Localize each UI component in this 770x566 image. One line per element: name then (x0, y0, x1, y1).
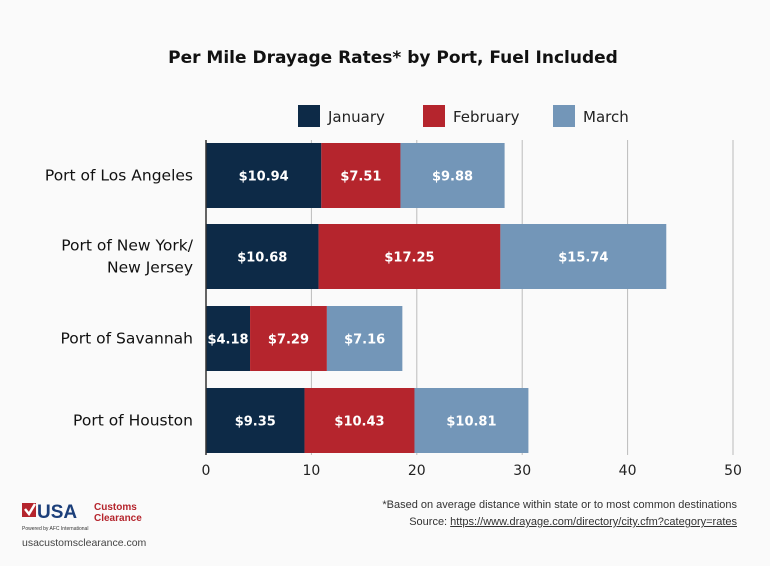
bar-segment-february (318, 224, 501, 289)
footnote: *Based on average distance within state … (382, 499, 737, 511)
data-label: $9.88 (432, 170, 473, 185)
data-label: $10.81 (446, 415, 496, 430)
bar-segment-march (326, 306, 403, 371)
source-link[interactable]: https://www.drayage.com/directory/city.c… (450, 516, 737, 528)
stacked-bar-chart: Per Mile Drayage Rates* by Port, Fuel In… (45, 48, 742, 479)
category-label: Port of Houston (73, 412, 193, 430)
legend-swatch-february (423, 105, 445, 127)
data-label: $7.29 (268, 333, 309, 348)
legend-label-february: February (453, 108, 520, 126)
data-label: $10.43 (334, 415, 384, 430)
data-label: $9.35 (235, 415, 276, 430)
logo-graphic: USA Customs Clearance Powered by AFC Int… (22, 502, 142, 532)
checkmark-icon (24, 503, 37, 517)
legend-label-march: March (583, 108, 629, 126)
data-label: $7.16 (344, 333, 385, 348)
source: Source: https://www.drayage.com/director… (409, 516, 737, 529)
category-label: Port of New York/ (61, 237, 193, 255)
x-tick-label: 50 (724, 463, 742, 479)
site-url: usacustomsclearance.com (22, 537, 147, 549)
bar-segment-january (206, 388, 305, 453)
x-tick-label: 10 (302, 463, 320, 479)
data-label: $10.94 (239, 170, 289, 185)
data-label: $10.68 (237, 251, 287, 266)
legend-swatch-march (553, 105, 575, 127)
bar-segment-february (321, 143, 401, 208)
x-tick-label: 20 (408, 463, 426, 479)
category-label: Port of Savannah (61, 330, 194, 348)
source-label: Source: (409, 516, 451, 528)
bar-segment-february (304, 388, 415, 453)
bar-segment-march (414, 388, 529, 453)
bar-segment-january (206, 224, 319, 289)
legend-swatch-january (298, 105, 320, 127)
usa-customs-clearance-logo: USA Customs Clearance Powered by AFC Int… (22, 500, 162, 532)
data-label: $7.51 (340, 170, 381, 185)
legend-label-january: January (327, 108, 385, 126)
x-tick-label: 40 (619, 463, 637, 479)
logo-tagline: Powered by AFC International (22, 526, 88, 532)
bar-segment-march (400, 143, 505, 208)
chart-title: Per Mile Drayage Rates* by Port, Fuel In… (168, 48, 618, 68)
bar-segment-january (206, 306, 251, 371)
x-tick-label: 0 (202, 463, 211, 479)
bar-segment-january (206, 143, 322, 208)
data-label: $17.25 (384, 251, 434, 266)
bar-segment-february (250, 306, 327, 371)
data-label: $15.74 (558, 251, 608, 266)
category-label: New Jersey (107, 259, 193, 277)
category-label: Port of Los Angeles (45, 167, 193, 185)
logo-customs: Customs (94, 502, 137, 513)
logo-clearance: Clearance (94, 513, 142, 524)
data-label: $4.18 (207, 333, 248, 348)
logo-usa: USA (37, 502, 77, 523)
x-tick-label: 30 (513, 463, 531, 479)
bar-segment-march (500, 224, 667, 289)
